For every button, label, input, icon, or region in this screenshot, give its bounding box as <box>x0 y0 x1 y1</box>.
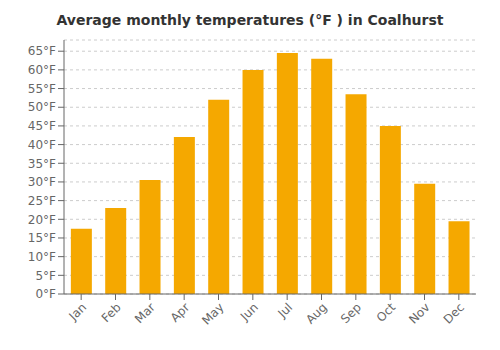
svg-text:25°F: 25°F <box>28 194 56 208</box>
svg-text:Aug: Aug <box>303 300 329 326</box>
svg-text:Dec: Dec <box>441 300 467 326</box>
svg-text:Jan: Jan <box>66 300 90 324</box>
svg-text:0°F: 0°F <box>35 287 56 301</box>
html-text:Average monthly temperatures (: Average monthly temperatures (°F ) in Co… <box>56 12 444 28</box>
svg-text:35°F: 35°F <box>28 157 56 171</box>
svg-text:Jun: Jun <box>237 300 261 324</box>
svg-text:50°F: 50°F <box>28 100 56 114</box>
svg-text:65°F: 65°F <box>28 44 56 58</box>
svg-text:Mar: Mar <box>132 300 158 326</box>
svg-text:5°F: 5°F <box>35 269 56 283</box>
svg-text:Nov: Nov <box>406 300 432 326</box>
svg-text:45°F: 45°F <box>28 119 56 133</box>
svg-text:Oct: Oct <box>374 300 399 325</box>
svg-text:Jul: Jul <box>274 300 295 321</box>
svg-text:40°F: 40°F <box>28 138 56 152</box>
svg-text:30°F: 30°F <box>28 175 56 189</box>
svg-text:Sep: Sep <box>338 300 364 326</box>
svg-text:20°F: 20°F <box>28 213 56 227</box>
svg-text:May: May <box>199 300 226 327</box>
svg-text:Apr: Apr <box>168 300 193 325</box>
svg-text:60°F: 60°F <box>28 63 56 77</box>
svg-text:10°F: 10°F <box>28 250 56 264</box>
svg-text:55°F: 55°F <box>28 82 56 96</box>
svg-text:15°F: 15°F <box>28 231 56 245</box>
svg-text:Feb: Feb <box>99 300 124 325</box>
